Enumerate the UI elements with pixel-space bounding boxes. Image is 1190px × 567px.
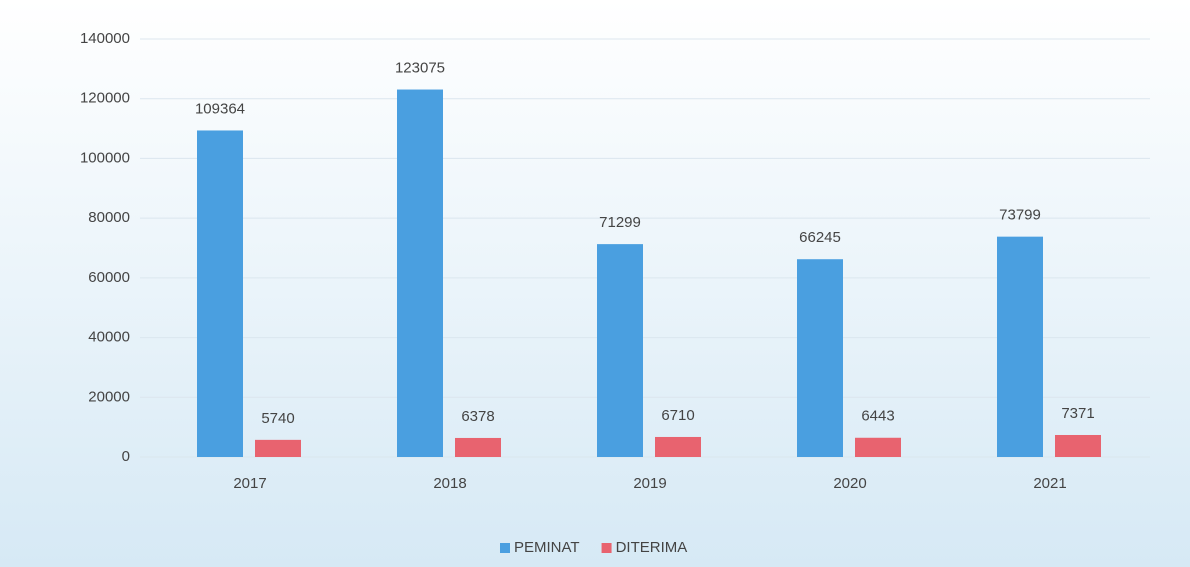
data-label: 6443 — [861, 408, 894, 425]
legend-swatch — [601, 543, 612, 553]
bar — [797, 259, 843, 457]
data-label: 7371 — [1061, 405, 1094, 422]
bar — [597, 244, 643, 457]
bar — [455, 437, 501, 457]
y-tick-label: 120000 — [80, 90, 130, 107]
bar — [255, 439, 301, 457]
bar — [1055, 434, 1101, 457]
x-tick-label: 2020 — [833, 475, 866, 492]
x-tick-label: 2019 — [633, 475, 666, 492]
legend-label: PEMINAT — [514, 539, 580, 556]
bar — [855, 437, 901, 457]
data-label: 123075 — [395, 60, 445, 77]
data-label: 6378 — [461, 408, 494, 425]
legend-swatch — [500, 543, 510, 553]
x-tick-label: 2018 — [433, 475, 466, 492]
y-tick-label: 20000 — [88, 388, 130, 405]
bar — [197, 130, 243, 457]
y-tick-label: 80000 — [88, 209, 130, 226]
y-tick-label: 60000 — [88, 269, 130, 286]
legend-label: DITERIMA — [616, 539, 688, 556]
bar — [397, 89, 443, 458]
bar — [997, 236, 1043, 457]
data-label: 6710 — [661, 407, 694, 424]
data-label: 71299 — [599, 214, 641, 231]
data-label: 66245 — [799, 229, 841, 246]
y-tick-label: 140000 — [80, 30, 130, 47]
data-label: 5740 — [261, 410, 294, 427]
data-label: 109364 — [195, 100, 245, 117]
x-tick-label: 2021 — [1033, 475, 1066, 492]
y-tick-label: 100000 — [80, 149, 130, 166]
y-tick-label: 40000 — [88, 329, 130, 346]
y-tick-label: 0 — [122, 448, 130, 465]
x-tick-label: 2017 — [233, 475, 266, 492]
bar — [655, 436, 701, 457]
data-label: 73799 — [999, 207, 1041, 224]
